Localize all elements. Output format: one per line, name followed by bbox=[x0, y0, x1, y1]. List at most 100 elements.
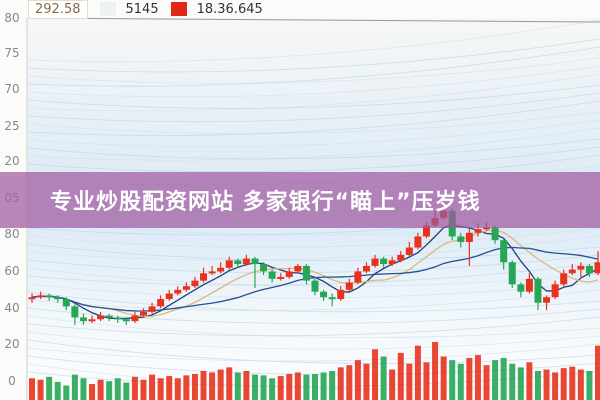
candle-body bbox=[217, 267, 225, 272]
volume-bar bbox=[106, 381, 113, 400]
volume-bar bbox=[329, 371, 336, 400]
volume-bar bbox=[97, 379, 104, 400]
candle-body bbox=[362, 265, 370, 272]
legend-swatch-light bbox=[99, 2, 116, 16]
background-streak bbox=[27, 19, 600, 63]
candle-body bbox=[182, 286, 190, 290]
volume-readout: 5145 bbox=[125, 1, 159, 17]
top-border bbox=[27, 17, 600, 23]
volume-bar bbox=[71, 374, 78, 400]
background-streak bbox=[27, 315, 600, 338]
volume-bar bbox=[560, 368, 567, 400]
candle-body bbox=[543, 297, 551, 303]
candle-body bbox=[148, 306, 156, 312]
candle-body bbox=[371, 258, 379, 266]
background-streak bbox=[27, 235, 600, 261]
candle-body bbox=[568, 269, 576, 274]
background-streak bbox=[27, 119, 600, 148]
volume-bar bbox=[586, 371, 593, 400]
y-tick-label: 20 bbox=[4, 337, 19, 351]
background-streak bbox=[27, 127, 600, 161]
volume-bar bbox=[414, 345, 421, 400]
volume-bar bbox=[500, 357, 507, 400]
candle-body bbox=[191, 280, 199, 287]
volume-bar bbox=[432, 342, 439, 400]
candle-body bbox=[88, 319, 96, 322]
volume-bar bbox=[63, 385, 70, 400]
background-streak bbox=[27, 243, 600, 261]
candle-body bbox=[200, 273, 208, 281]
y-tick-label: 60 bbox=[4, 264, 19, 278]
volume-bar bbox=[492, 360, 499, 400]
volume-bar bbox=[363, 363, 370, 400]
candle-body bbox=[234, 260, 242, 265]
volume-bar bbox=[269, 378, 276, 400]
volume-bar bbox=[234, 372, 241, 400]
volume-bar bbox=[483, 365, 490, 400]
volume-bar bbox=[149, 374, 156, 400]
background-streak bbox=[27, 46, 600, 87]
volume-bar bbox=[209, 372, 216, 400]
candle-body bbox=[345, 282, 353, 290]
headline-banner: 专业炒股配资网站 多家银行“瞄上”压岁钱 bbox=[0, 172, 600, 228]
candle-body bbox=[560, 273, 568, 285]
volume-bar bbox=[577, 369, 584, 400]
volume-bar bbox=[114, 378, 121, 400]
background-streak bbox=[27, 38, 600, 73]
background-streak bbox=[27, 343, 600, 362]
background-streak bbox=[27, 84, 600, 109]
candle-body bbox=[320, 291, 328, 298]
candle-body bbox=[79, 317, 87, 322]
volume-bar bbox=[37, 379, 44, 400]
volume-bar bbox=[440, 356, 447, 400]
candle-body bbox=[37, 295, 45, 298]
volume-bar bbox=[312, 373, 318, 400]
volume-bar bbox=[354, 360, 361, 400]
candle-body bbox=[534, 278, 542, 303]
candle-body bbox=[414, 236, 422, 248]
volume-bar bbox=[423, 362, 430, 400]
volume-bar bbox=[337, 367, 344, 400]
background-streak bbox=[27, 227, 600, 248]
volume-bar bbox=[80, 378, 87, 400]
candle-body bbox=[354, 271, 362, 283]
candle-body bbox=[208, 271, 216, 274]
chart-header: 292.58 5145 18.36.645 bbox=[28, 0, 263, 19]
volume-bar bbox=[183, 375, 190, 400]
candle-body bbox=[174, 289, 182, 294]
background-streak bbox=[27, 355, 600, 376]
background-streak bbox=[27, 281, 600, 299]
candle-body bbox=[277, 276, 285, 279]
volume-bar bbox=[200, 371, 207, 400]
time-readout: 18.36.645 bbox=[196, 1, 263, 17]
volume-bar bbox=[406, 363, 413, 400]
candle-body bbox=[551, 284, 559, 298]
volume-bar bbox=[380, 356, 387, 400]
volume-bar bbox=[449, 360, 456, 400]
volume-bar bbox=[54, 381, 61, 400]
candle-body bbox=[165, 293, 173, 300]
background-streak bbox=[27, 289, 600, 311]
y-tick-label: 70 bbox=[4, 82, 19, 96]
candle-body bbox=[508, 262, 516, 285]
volume-bar bbox=[89, 384, 96, 400]
candle-body bbox=[397, 254, 405, 261]
y-tick-label: 0 bbox=[8, 374, 16, 388]
candle-body bbox=[585, 265, 593, 274]
volume-bar bbox=[174, 378, 181, 400]
volume-bar bbox=[277, 376, 284, 400]
candle-body bbox=[337, 289, 345, 300]
candle-body bbox=[260, 264, 268, 272]
legend-swatch-red bbox=[170, 2, 187, 16]
candle-body bbox=[122, 319, 130, 322]
price-readout: 292.58 bbox=[28, 0, 88, 19]
volume-bar bbox=[131, 376, 138, 400]
ma-mid-line bbox=[31, 229, 599, 318]
volume-bar bbox=[260, 375, 267, 400]
volume-bar bbox=[157, 378, 164, 400]
y-tick-label: 25 bbox=[4, 119, 19, 133]
candle-body bbox=[285, 271, 293, 277]
volume-bar bbox=[457, 363, 464, 400]
candle-body bbox=[225, 260, 233, 268]
candle-body bbox=[517, 284, 525, 292]
